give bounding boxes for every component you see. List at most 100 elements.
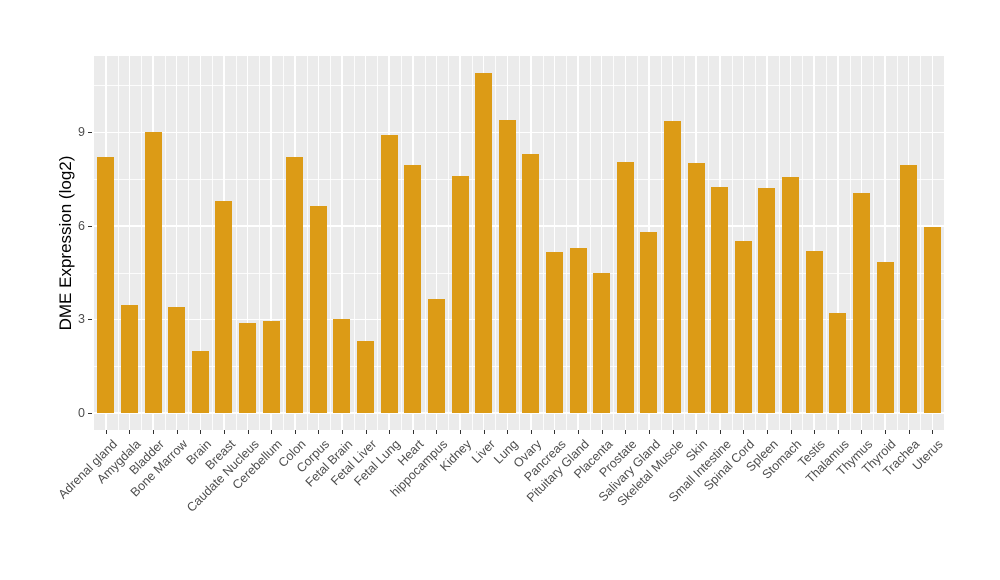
bar-brain xyxy=(191,350,209,413)
x-tick-mark xyxy=(932,430,934,434)
bar-cerebellum xyxy=(262,321,280,413)
x-tick-mark xyxy=(176,430,178,434)
minor-gridline xyxy=(896,56,898,430)
bar-skin xyxy=(687,163,705,413)
minor-gridline xyxy=(164,56,166,430)
bar-thyroid xyxy=(876,261,894,413)
y-tick-mark xyxy=(88,319,92,321)
bar-corpus xyxy=(309,205,327,413)
x-tick-mark xyxy=(507,430,509,434)
major-gridline xyxy=(813,56,815,430)
bar-uterus xyxy=(923,227,941,413)
bar-thymus xyxy=(852,193,870,413)
y-tick-label: 9 xyxy=(78,125,85,140)
minor-gridline xyxy=(377,56,379,430)
bar-trachea xyxy=(900,165,918,413)
bar-bone-marrow xyxy=(168,306,186,413)
x-tick-mark xyxy=(625,430,627,434)
x-tick-mark xyxy=(389,430,391,434)
x-tick-mark xyxy=(790,430,792,434)
minor-gridline xyxy=(825,56,827,430)
major-gridline xyxy=(553,56,556,430)
y-tick-mark xyxy=(88,413,92,414)
minor-gridline xyxy=(259,56,261,430)
bar-fetal-brain xyxy=(333,319,351,413)
x-tick-mark xyxy=(247,430,249,434)
minor-gridline xyxy=(637,56,639,430)
bar-skeletal-muscle xyxy=(664,121,681,413)
bar-caudate-nucleus xyxy=(239,322,256,413)
bar-spinal-cord xyxy=(734,241,752,413)
bar-bladder xyxy=(144,132,162,413)
bar-pituitary-gland xyxy=(569,247,587,413)
bar-adrenal-gland xyxy=(97,157,115,413)
minor-gridline xyxy=(731,56,733,430)
major-gridline xyxy=(199,56,201,430)
x-tick-mark xyxy=(554,430,556,434)
major-gridline xyxy=(884,56,886,430)
x-tick-mark xyxy=(365,430,367,434)
x-tick-mark xyxy=(271,430,273,434)
minor-gridline xyxy=(235,56,237,430)
major-gridline xyxy=(435,56,438,430)
major-gridline xyxy=(270,56,272,430)
minor-gridline xyxy=(920,56,922,430)
minor-gridline xyxy=(755,56,757,430)
bar-kidney xyxy=(451,175,469,413)
minor-gridline xyxy=(589,56,591,430)
x-tick-mark xyxy=(672,430,674,434)
bar-spleen xyxy=(758,188,776,413)
major-gridline xyxy=(577,56,579,430)
bar-thalamus xyxy=(829,313,847,413)
bar-ovary xyxy=(522,154,540,413)
y-tick-label: 0 xyxy=(78,406,85,420)
minor-gridline xyxy=(471,56,473,430)
x-tick-mark xyxy=(341,430,343,434)
bar-lung xyxy=(498,119,516,413)
minor-gridline xyxy=(330,56,332,430)
minor-gridline xyxy=(519,56,520,430)
major-gridline xyxy=(341,56,343,430)
minor-gridline xyxy=(141,56,143,430)
bar-small-intestine xyxy=(711,186,729,413)
x-tick-mark xyxy=(601,430,603,434)
x-tick-mark xyxy=(200,430,202,434)
minor-gridline xyxy=(282,56,284,430)
major-gridline xyxy=(128,56,131,430)
minor-gridline xyxy=(306,56,308,430)
x-tick-mark xyxy=(105,430,107,434)
x-tick-mark xyxy=(861,430,863,434)
x-tick-mark xyxy=(223,430,225,434)
minor-gridline xyxy=(542,56,544,430)
bar-liver xyxy=(475,72,493,413)
y-tick-label: 3 xyxy=(78,312,85,327)
y-tick-mark xyxy=(88,225,92,227)
minor-gridline xyxy=(353,56,355,430)
x-tick-mark xyxy=(837,430,839,434)
major-gridline xyxy=(246,56,249,430)
bar-colon xyxy=(286,157,304,413)
minor-gridline xyxy=(400,56,402,430)
bar-placenta xyxy=(593,272,611,413)
minor-gridline xyxy=(613,56,615,430)
x-tick-mark xyxy=(483,430,485,434)
x-tick-label: Liver xyxy=(468,437,498,467)
bar-stomach xyxy=(782,177,799,413)
bar-breast xyxy=(215,200,233,413)
bar-fetal-liver xyxy=(357,341,374,413)
bar-testis xyxy=(805,250,823,413)
major-gridline xyxy=(600,56,603,430)
bar-fetal-lung xyxy=(380,135,398,413)
minor-gridline xyxy=(778,56,780,430)
x-tick-mark xyxy=(153,430,154,434)
minor-gridline xyxy=(660,56,662,430)
y-axis-title: DME Expression (log2) xyxy=(56,155,75,331)
x-tick-mark xyxy=(648,430,650,434)
x-tick-mark xyxy=(743,430,745,434)
bar-salivary-gland xyxy=(640,232,658,413)
minor-gridline xyxy=(424,56,426,430)
major-gridline xyxy=(837,56,839,430)
bar-prostate xyxy=(616,161,634,413)
x-tick-mark xyxy=(814,430,816,434)
